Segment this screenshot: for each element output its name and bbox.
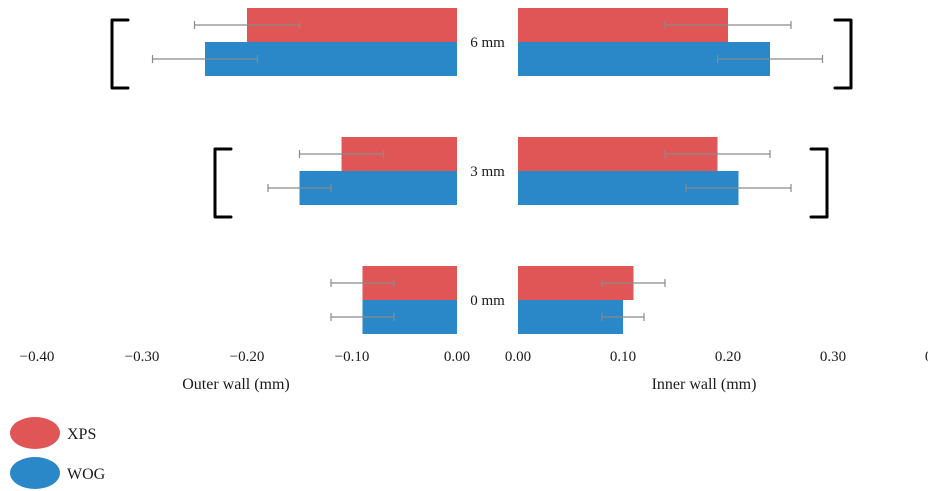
bracket-left-6mm (110, 18, 130, 90)
bracket-right-6mm (833, 18, 853, 90)
errorbar-inner-wog-6mm (716, 55, 824, 63)
tick-label-inner-4: 0.40 (925, 349, 928, 365)
tick-label-inner-3: 0.30 (820, 349, 846, 365)
group-label-0mm: 0 mm (470, 293, 505, 309)
group-label-3mm: 3 mm (470, 164, 505, 180)
errorbar-outer-xps-3mm (298, 150, 385, 158)
errorbar-outer-wog-6mm (151, 55, 259, 63)
legend-label-wog: WOG (67, 466, 106, 483)
errorbar-inner-xps-3mm (664, 150, 771, 158)
legend-item-wog: WOG (10, 457, 106, 489)
errorbar-outer-xps-6mm (193, 21, 301, 29)
errorbar-outer-xps-0mm (330, 279, 395, 287)
bracket-left-3mm (213, 147, 233, 219)
legend-swatch-wog (10, 457, 60, 489)
group-labels: 6 mm 3 mm 0 mm (470, 35, 505, 309)
tick-label-inner-2: 0.20 (715, 349, 741, 365)
inner-axis-label: Inner wall (mm) (652, 376, 757, 393)
tick-label-outer-2: −0.20 (230, 349, 265, 365)
errorbar-inner-wog-0mm (601, 313, 645, 321)
errorbar-outer-wog-3mm (267, 184, 332, 192)
legend-swatch-xps (10, 417, 60, 449)
significance-brackets (110, 18, 853, 219)
tick-label-inner-0: 0.00 (505, 349, 531, 365)
tick-label-outer-4: 0.00 (444, 349, 470, 365)
legend-item-xps: XPS (10, 417, 96, 449)
x-tick-labels: −0.40 −0.30 −0.20 −0.10 0.00 0.00 0.10 0.20 0.30… (20, 349, 928, 365)
outer-axis-label: Outer wall (mm) (182, 376, 290, 393)
tick-label-outer-1: −0.30 (125, 349, 160, 365)
errorbar-inner-xps-6mm (664, 21, 792, 29)
error-bars (151, 21, 824, 321)
legend: XPS WOG (10, 417, 106, 489)
errorbar-inner-xps-0mm (601, 279, 666, 287)
x-axes: −0.40 −0.30 −0.20 −0.10 0.00 0.00 0.10 0.20 0.30… (20, 349, 928, 393)
tick-label-inner-1: 0.10 (610, 349, 636, 365)
legend-label-xps: XPS (67, 426, 96, 443)
bracket-right-3mm (809, 147, 829, 219)
tick-label-outer-3: −0.10 (335, 349, 370, 365)
errorbar-inner-wog-3mm (685, 184, 792, 192)
errorbar-outer-wog-0mm (330, 313, 395, 321)
group-label-6mm: 6 mm (470, 35, 505, 51)
plot-area: 6 mm 3 mm 0 mm (110, 8, 853, 334)
bars (205, 8, 770, 334)
tick-label-outer-0: −0.40 (20, 349, 55, 365)
